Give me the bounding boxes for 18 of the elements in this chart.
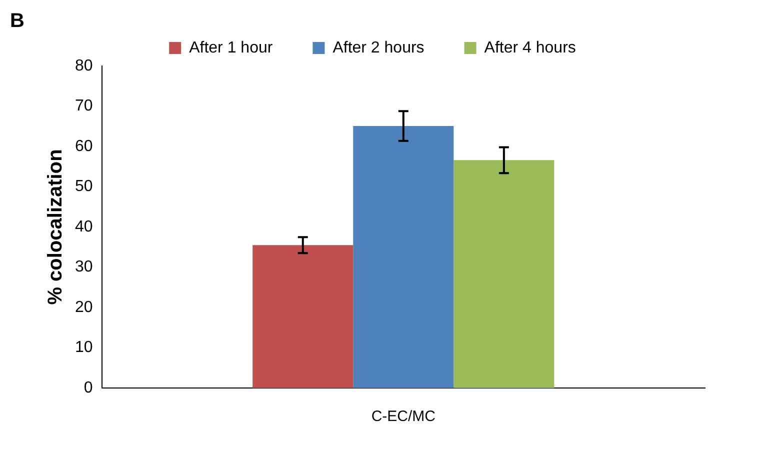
y-tick-label: 70 — [75, 98, 93, 115]
y-tick-label: 80 — [75, 57, 93, 74]
bar — [454, 160, 554, 388]
y-tick-label: 30 — [75, 258, 93, 276]
y-tick-label: 0 — [84, 379, 93, 396]
y-tick-label: 50 — [75, 178, 93, 196]
y-axis-title: % colocalization — [44, 149, 67, 305]
y-tick-label: 20 — [75, 298, 93, 316]
bar — [353, 126, 454, 388]
y-tick-label: 60 — [75, 138, 93, 155]
legend-label: After 4 hours — [484, 39, 576, 56]
text: B — [10, 10, 24, 33]
legend-label: After 1 hour — [189, 39, 274, 56]
bar — [252, 245, 354, 388]
y-tick-label: 40 — [75, 218, 93, 236]
y-tick-label: 10 — [75, 339, 93, 356]
x-tick-label: C-EC/MC — [371, 408, 436, 426]
legend-label: After 2 hours — [332, 39, 424, 56]
